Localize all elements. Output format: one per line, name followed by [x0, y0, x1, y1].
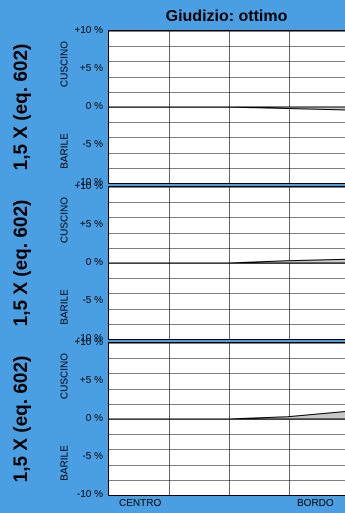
y-tick-label: 0 % [85, 257, 103, 268]
chart-title: Giudizio: ottimo [165, 8, 288, 25]
x-label-edge: BORDO [297, 498, 334, 509]
y-tick-label: +10 % [74, 337, 103, 348]
y-tick-label: +5 % [79, 63, 103, 74]
y-tick-label: +5 % [79, 219, 103, 230]
y-tick-label: -10 % [76, 489, 103, 500]
y-tick-label: -5 % [82, 451, 103, 462]
distortion-curve [109, 258, 345, 264]
plot-area [108, 342, 345, 496]
y-tick-label: 0 % [85, 101, 103, 112]
y-tick-label: -5 % [82, 295, 103, 306]
panel-label: 1,5 X (eq. 602) [11, 44, 32, 171]
y-tick-label: +10 % [74, 25, 103, 36]
panel-label-text: 1,5 X (eq. 602) [11, 199, 32, 327]
panel-label: 1,5 X (eq. 602) [11, 356, 32, 483]
panel-label-text: 1,5 X (eq. 602) [11, 43, 32, 171]
distortion-curve [109, 411, 345, 420]
barrel-label: BARILE [59, 289, 71, 325]
cushion-label: CUSCINO [59, 352, 71, 400]
cushion-label: CUSCINO [59, 40, 71, 88]
y-tick-label: +10 % [74, 181, 103, 192]
cushion-label: CUSCINO [59, 196, 71, 244]
barrel-label: BARILE [59, 445, 71, 481]
distortion-area [109, 107, 345, 110]
plot-area [108, 186, 345, 340]
x-label-center: CENTRO [119, 498, 162, 509]
plot-svg [109, 343, 345, 495]
distortion-curve [109, 106, 345, 111]
panel-label-text: 1,5 X (eq. 602) [11, 355, 32, 483]
plot-svg [109, 187, 345, 339]
y-tick-label: -5 % [82, 139, 103, 150]
y-tick-label: -10 % [76, 177, 103, 188]
y-tick-label: +5 % [79, 375, 103, 386]
y-tick-label: -10 % [76, 333, 103, 344]
distortion-area [109, 259, 345, 263]
plot-svg [109, 31, 345, 183]
panel-label: 1,5 X (eq. 602) [11, 200, 32, 327]
y-tick-label: 0 % [85, 413, 103, 424]
barrel-label: BARILE [59, 133, 71, 169]
plot-area [108, 30, 345, 184]
